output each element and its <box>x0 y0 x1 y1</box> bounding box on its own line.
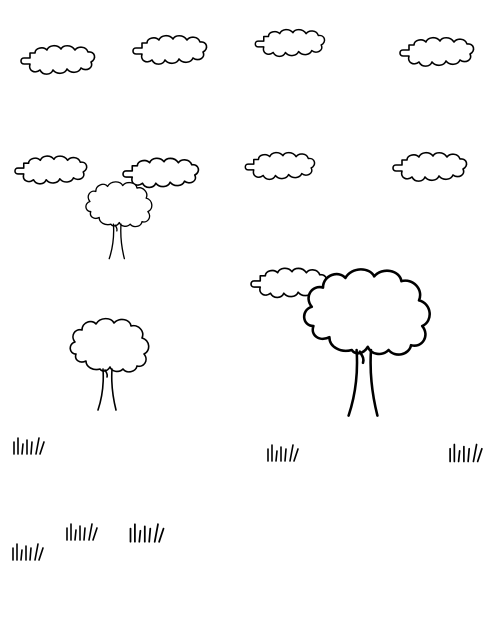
tree-icon <box>85 181 153 260</box>
grass-tuft-icon <box>13 437 45 455</box>
grass-tuft-icon <box>267 444 299 462</box>
cloud-icon <box>244 151 316 181</box>
cloud-icon <box>14 155 88 185</box>
grass-tuft-icon <box>449 443 483 463</box>
cloud-icon <box>122 157 200 189</box>
cloud-icon <box>132 34 208 65</box>
tree-icon <box>69 317 150 411</box>
grass-tuft-icon <box>66 523 98 541</box>
grass-tuft-icon <box>129 523 165 543</box>
cloud-icon <box>20 44 96 75</box>
cloud-icon <box>392 151 468 182</box>
tree-icon <box>302 268 432 417</box>
cloud-icon <box>254 28 326 58</box>
grass-tuft-icon <box>12 543 44 561</box>
cloud-icon <box>399 36 475 67</box>
